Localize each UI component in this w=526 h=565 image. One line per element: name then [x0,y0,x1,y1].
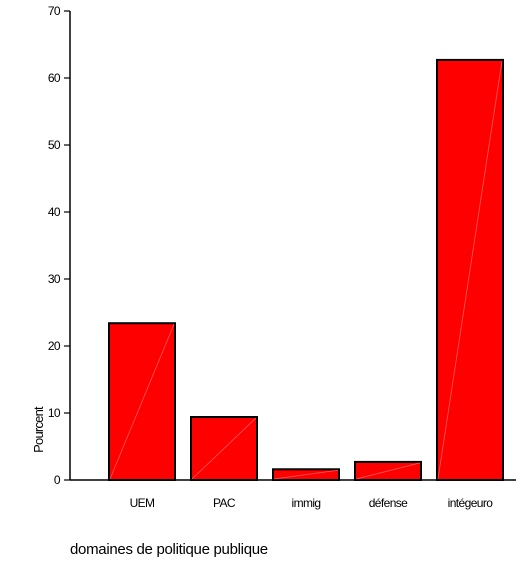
y-tick-label: 60 [48,71,61,85]
x-axis-label: domaines de politique publique [70,541,268,558]
y-tick-label: 30 [48,272,61,286]
x-tick-label: UEM [130,496,155,510]
bar-highlight [191,417,257,480]
y-axis-label: Pourcent [31,406,46,453]
axes [69,11,516,481]
bar-highlight [109,324,175,480]
y-tick-label: 10 [48,406,61,420]
y-tick-label: 50 [48,138,61,152]
y-tick-label: 0 [54,473,61,487]
x-tick-label: intégeuro [448,496,494,510]
y-axis-ticks: 0 10 20 30 40 50 60 70 [48,4,70,487]
y-tick-label: 40 [48,205,61,219]
bars [108,58,504,482]
y-tick-label: 70 [48,4,61,18]
bar-highlight [437,60,503,480]
x-tick-label: PAC [213,496,236,510]
bar-highlight [355,462,421,480]
x-tick-label: défense [369,496,408,510]
x-axis-ticks: UEM PAC immig défense intégeuro [130,496,494,510]
y-tick-label: 20 [48,339,61,353]
x-tick-label: immig [292,496,321,510]
bar-highlight [273,469,339,480]
